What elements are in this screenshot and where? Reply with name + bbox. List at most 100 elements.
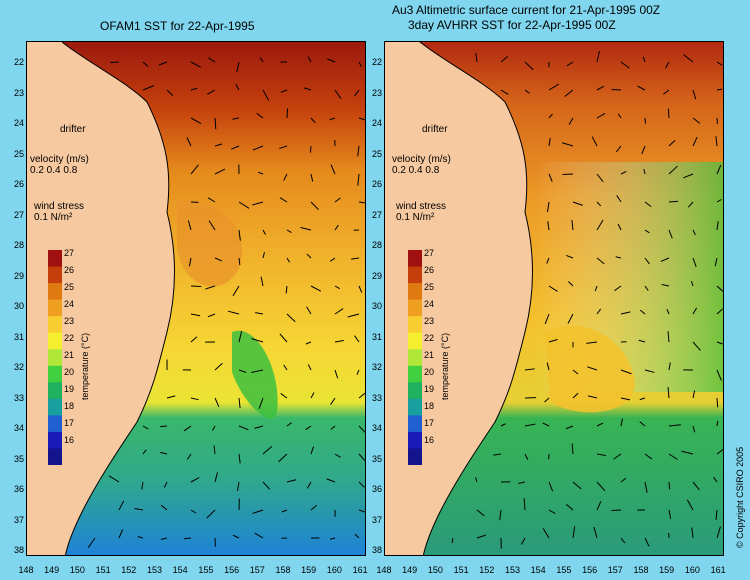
lon-label: 159 — [301, 565, 317, 575]
current-vector — [183, 425, 192, 432]
lat-label: 37 — [371, 514, 382, 525]
lat-label: 28 — [371, 240, 382, 250]
current-vector — [620, 369, 632, 375]
lat-label: 37 — [13, 514, 24, 525]
current-vector — [334, 197, 341, 203]
colorbar-tick: 26 — [64, 265, 75, 275]
current-vector — [596, 257, 605, 265]
lat-label: 27 — [371, 209, 382, 220]
current-vector — [639, 309, 646, 315]
current-vector — [683, 173, 694, 179]
current-vector — [255, 312, 264, 315]
current-vector — [285, 285, 288, 294]
colorbar-tick: 27 — [64, 248, 75, 258]
current-vector — [283, 173, 288, 181]
current-vector — [668, 509, 672, 519]
lon-label: 159 — [659, 565, 675, 575]
colorbar-segment — [48, 365, 62, 383]
current-vector — [300, 227, 312, 231]
current-vector — [715, 509, 718, 520]
lon-label: 156 — [582, 565, 598, 575]
current-vector — [358, 117, 365, 121]
colorbar-segment — [48, 431, 62, 449]
current-vector — [572, 481, 582, 490]
current-vector — [568, 281, 574, 287]
current-vector — [142, 85, 155, 91]
colorbar-segment — [48, 349, 62, 367]
colorbar-tick: 22 — [424, 333, 435, 343]
current-vector — [493, 453, 502, 456]
current-vector — [591, 136, 598, 147]
current-vector — [190, 87, 198, 91]
current-vector — [310, 446, 315, 455]
lat-label: 22 — [371, 57, 382, 67]
current-vector — [716, 88, 723, 91]
right-panel-title-line1: Au3 Altimetric surface current for 21-Ap… — [392, 3, 661, 17]
current-vector — [230, 145, 240, 150]
land-mass — [27, 42, 175, 555]
current-vector — [683, 54, 694, 63]
current-vector — [542, 422, 550, 427]
current-vector — [596, 308, 602, 315]
current-vector — [214, 143, 223, 147]
current-vector — [615, 256, 622, 259]
current-vector — [596, 51, 600, 63]
current-vector — [166, 395, 176, 399]
current-vector — [190, 164, 199, 175]
current-vector — [262, 229, 267, 235]
current-vector — [548, 113, 553, 119]
current-vector — [686, 499, 694, 511]
current-vector — [330, 425, 336, 430]
current-vector — [207, 89, 216, 95]
lon-label: 151 — [453, 565, 469, 575]
current-vector — [565, 254, 574, 259]
current-vector — [358, 285, 363, 293]
current-vector — [252, 145, 264, 151]
current-vector — [286, 257, 290, 263]
current-vector — [334, 453, 341, 458]
wind-scale: 0.1 N/m² — [396, 212, 435, 223]
current-vector — [596, 219, 604, 231]
current-vector — [596, 422, 604, 427]
lat-label: 28 — [13, 240, 24, 250]
current-vector — [190, 313, 201, 317]
current-vector — [238, 453, 241, 464]
current-vector — [252, 201, 264, 206]
current-vector — [183, 537, 192, 540]
current-vector — [475, 477, 478, 483]
current-vector — [615, 145, 622, 153]
current-vector — [354, 533, 360, 539]
current-vector — [616, 195, 622, 203]
current-vector — [692, 307, 698, 315]
current-vector — [692, 136, 698, 147]
current-vector — [546, 257, 550, 264]
current-vector — [306, 253, 312, 259]
current-vector — [238, 330, 243, 343]
current-vector — [280, 393, 288, 399]
current-vector — [186, 453, 192, 460]
lat-label: 22 — [13, 57, 24, 67]
colorbar-segment — [408, 415, 422, 433]
current-vector — [305, 425, 312, 431]
current-vector — [87, 537, 96, 549]
colorbar-segment — [48, 266, 62, 284]
current-vector — [667, 331, 670, 343]
lon-label: 158 — [633, 565, 649, 575]
current-vector — [524, 453, 529, 460]
current-vector — [354, 335, 360, 343]
current-vector — [644, 537, 650, 547]
current-vector — [690, 280, 694, 287]
lat-label: 29 — [371, 270, 382, 281]
current-vector — [207, 313, 216, 318]
current-vector — [279, 197, 288, 203]
current-vector — [310, 504, 317, 511]
drifter-label: drifter — [60, 124, 86, 135]
copyright-notice: © Copyright CSIRO 2005 — [735, 446, 745, 548]
current-vector — [254, 532, 264, 539]
current-vector — [238, 369, 247, 373]
current-vector — [142, 425, 149, 430]
lon-label: 161 — [352, 565, 368, 575]
current-vector — [190, 117, 202, 124]
lon-label: 152 — [121, 565, 137, 575]
current-vector — [310, 201, 319, 210]
